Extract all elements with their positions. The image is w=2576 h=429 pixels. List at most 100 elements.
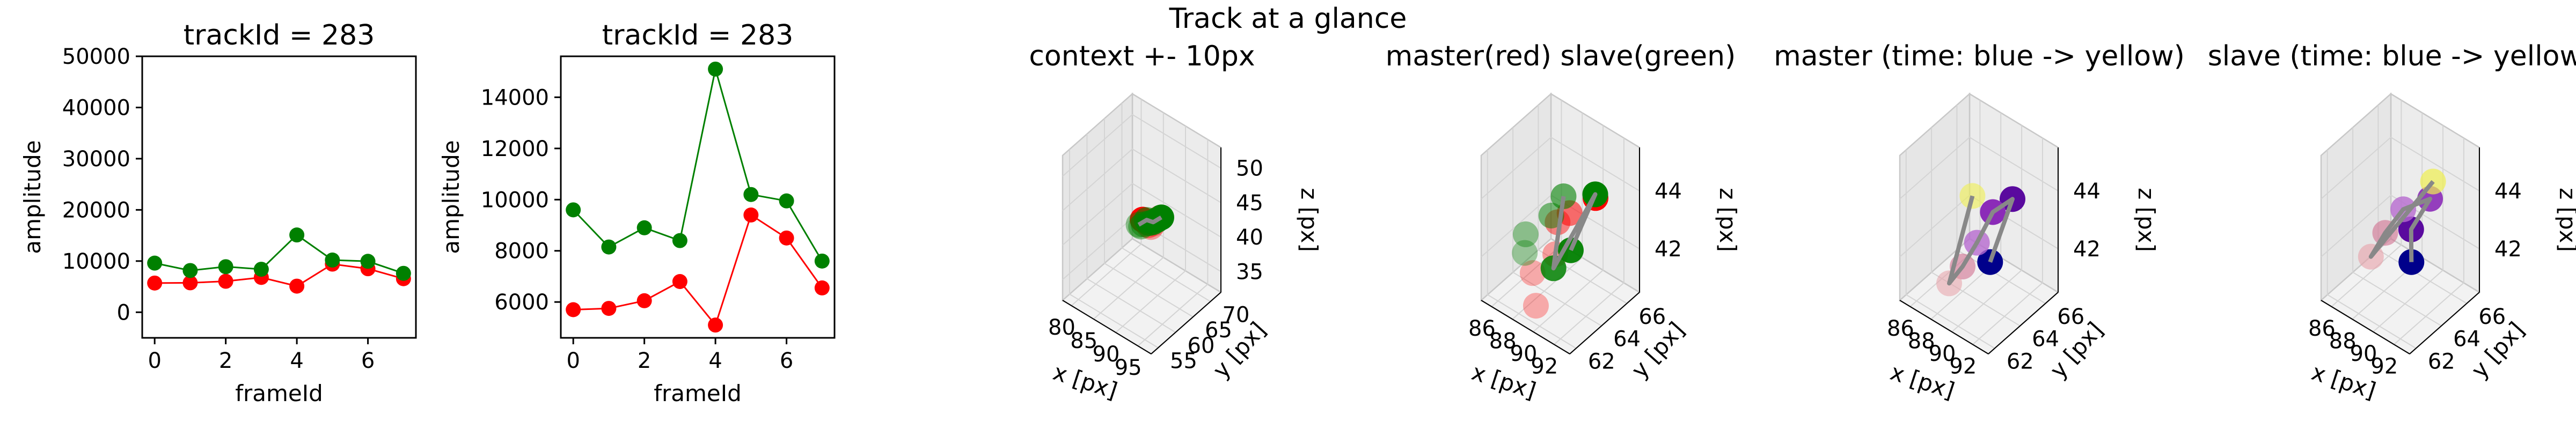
x-axis-label: frameId <box>235 380 323 406</box>
data-point-green <box>360 254 376 269</box>
z-tick-label: 42 <box>2073 237 2101 262</box>
data-point-green <box>636 220 652 235</box>
y-tick-label: 6000 <box>494 290 549 315</box>
x-gridline <box>1093 113 1164 320</box>
x-tick-label: 90 <box>1510 342 1538 366</box>
z-tick-label: 44 <box>2494 179 2522 204</box>
z-tick-label: 44 <box>2073 179 2101 204</box>
y-tick-label: 8000 <box>494 239 549 264</box>
z-tick-label: 40 <box>1236 225 1263 250</box>
x-tick-label: 90 <box>1093 342 1120 367</box>
x-gridline <box>1115 126 1186 333</box>
y-axis-line <box>1151 292 1221 354</box>
x-tick-label: 0 <box>566 349 580 373</box>
scatter-point <box>1523 293 1549 319</box>
chart-title: trackId = 283 <box>602 19 794 51</box>
y-tick-label: 10000 <box>62 249 130 274</box>
x-tick-label: 6 <box>780 349 793 373</box>
y-axis-label: amplitude <box>438 140 464 254</box>
data-point-green <box>325 252 340 268</box>
y-tick-label: 55 <box>1170 349 1197 374</box>
y-tick-label: 0 <box>117 300 130 325</box>
y-tick-label: 14000 <box>481 85 549 110</box>
x-tick-label: 0 <box>148 349 161 373</box>
y-tick-label: 40000 <box>62 95 130 120</box>
y-gridline <box>1487 150 1577 349</box>
x-gridline <box>1951 125 2023 332</box>
y-gridline <box>1905 150 1995 349</box>
line-chart-2: trackId = 283 0 2 4 6 6000 8000 10000 12000 14000… <box>438 19 836 406</box>
y-axis-line <box>1988 292 2059 354</box>
x-tick-label: 88 <box>2329 329 2357 353</box>
x-gridline <box>2394 138 2464 345</box>
x-tick-label: 88 <box>1908 329 1935 353</box>
data-point-green <box>708 61 723 77</box>
data-point-red <box>289 278 305 294</box>
x-tick-label: 2 <box>638 349 651 373</box>
z-axis-label: z [px] <box>1715 188 1741 252</box>
x-tick-label: 88 <box>1489 329 1517 353</box>
y-tick-label: 62 <box>2428 350 2455 374</box>
y-gridline <box>1069 149 1159 349</box>
y-tick-label: 66 <box>2478 305 2506 329</box>
y-gridline <box>1538 105 1627 304</box>
x-tick-label: 90 <box>1929 342 1956 366</box>
y-gridline <box>1931 127 2021 327</box>
y-tick-label: 12000 <box>481 137 549 161</box>
y-gridline <box>1086 134 1176 333</box>
data-point-red <box>814 280 830 295</box>
data-point-red <box>601 301 617 316</box>
chart-title: trackId = 283 <box>184 19 375 51</box>
data-point-red <box>636 293 652 308</box>
z-gridline <box>1062 182 1221 246</box>
data-point-red <box>779 230 794 246</box>
data-point-green <box>743 187 759 202</box>
y-tick-label: 66 <box>1638 305 1666 329</box>
z-tick-label: 35 <box>1236 260 1263 284</box>
z-tick-label: 42 <box>1655 237 1682 262</box>
x-gridline <box>1972 138 2043 345</box>
data-point-green <box>253 262 269 277</box>
data-point-green <box>601 239 617 255</box>
x-tick-label: 86 <box>2308 316 2336 341</box>
x-tick-label: 95 <box>1115 356 1142 380</box>
x-gridline <box>1137 139 1209 346</box>
scatter-point <box>1977 249 2003 275</box>
x-tick-label: 2 <box>219 349 232 373</box>
y-tick-label: 65 <box>1205 318 1232 343</box>
y-tick-label: 62 <box>1588 350 1615 374</box>
x-tick-label: 80 <box>1048 315 1075 340</box>
y-tick-label: 64 <box>2032 327 2059 352</box>
data-point-red <box>182 275 198 291</box>
x-tick-label: 90 <box>2350 342 2377 366</box>
z-gridline <box>2321 194 2480 257</box>
x-gridline <box>1554 138 1624 345</box>
z-axis-label: z [px] <box>2133 188 2160 252</box>
trajectory-line <box>2368 180 2435 262</box>
data-point-green <box>566 202 581 218</box>
data-point-red <box>708 317 723 333</box>
plot-frame <box>560 55 836 339</box>
y-tick-label: 20000 <box>62 198 130 223</box>
z-gridline <box>1062 114 1221 177</box>
figure-suptitle: Track at a glance <box>1169 3 1407 35</box>
scatter-point <box>1512 240 1538 266</box>
data-point-green <box>672 233 687 248</box>
y-tick-label: 60 <box>1188 334 1215 358</box>
y-gridline <box>1512 127 1602 327</box>
data-point-green <box>396 265 411 281</box>
data-point-green <box>779 193 794 209</box>
y-tick-label: 10000 <box>481 188 549 212</box>
data-point-red <box>147 275 163 291</box>
x-gridline <box>1512 113 1583 320</box>
y-gridline <box>1104 119 1194 317</box>
chart-title: context +- 10px <box>1029 40 1255 72</box>
z-tick-label: 42 <box>2494 237 2522 262</box>
z-axis-label: z [px] <box>2555 188 2576 252</box>
z-axis-label: z [px] <box>1296 188 1322 252</box>
scatter-point <box>1512 221 1539 247</box>
